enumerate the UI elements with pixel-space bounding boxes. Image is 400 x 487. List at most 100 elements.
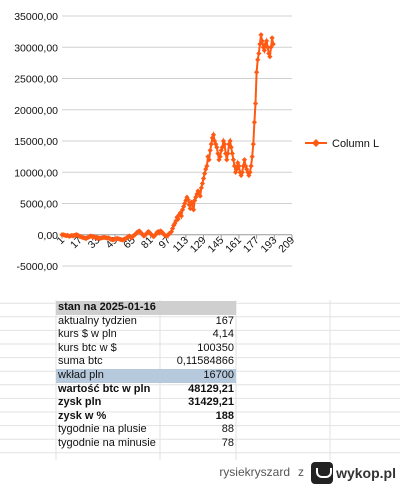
row-label: wkład pln (56, 368, 169, 383)
table-row: tygodnie na minusie 78 (56, 437, 236, 451)
data-point-marker (178, 213, 185, 219)
y-gridlines (62, 15, 292, 267)
data-point-marker (259, 38, 265, 44)
data-point-marker (198, 185, 204, 191)
row-label: suma btc (58, 355, 103, 368)
data-point-marker (239, 169, 245, 175)
legend-label: Column L (332, 138, 379, 150)
table-row: tygodnie na plusie 88 (56, 423, 236, 437)
row-value: 48129,21 (188, 382, 234, 395)
y-tick-label: -5000,00 (17, 261, 59, 273)
y-tick-label: 20000,00 (14, 105, 58, 117)
data-point-marker (228, 144, 234, 150)
data-point-marker (210, 132, 217, 138)
y-tick-label: 30000,00 (14, 42, 58, 54)
footer-z: z (298, 465, 304, 479)
data-point-marker (196, 189, 202, 195)
data-point-marker (268, 44, 274, 50)
data-point-marker (257, 41, 263, 47)
data-point-marker (254, 69, 260, 75)
wykop-logo-icon (311, 462, 334, 484)
row-label: zysk pln (58, 396, 102, 409)
data-point-marker (204, 163, 210, 169)
data-point-marker (185, 197, 191, 203)
y-tick-label: 25000,00 (14, 74, 58, 86)
data-point-marker (214, 144, 220, 150)
data-point-marker (266, 50, 272, 57)
series-column-l (59, 32, 276, 243)
table-row: zysk w % 188 (56, 410, 236, 424)
data-point-marker (199, 180, 206, 187)
data-point-marker (197, 193, 203, 199)
row-label: kurs btc w $ (58, 341, 117, 354)
row-label: kurs $ w pln (58, 328, 117, 341)
data-point-marker (250, 141, 256, 147)
row-value: 167 (215, 314, 234, 327)
data-point-marker (189, 201, 196, 207)
data-point-marker (208, 141, 214, 147)
data-point-marker (258, 32, 264, 38)
data-point-marker (236, 163, 242, 169)
data-point-marker (230, 157, 236, 163)
data-point-marker (270, 41, 276, 47)
table-header-cell: stan na 2025-01-16 (56, 301, 236, 315)
data-point-marker (175, 216, 181, 222)
y-tick-labels: 35000,00 30000,00 25000,00 20000,00 15000,00… (14, 11, 58, 273)
table-row-highlighted: wkład pln 16700 (56, 368, 236, 383)
wykop-logo[interactable]: wykop.pl (311, 461, 396, 485)
row-label: tygodnie na minusie (58, 436, 156, 449)
table-row: kurs btc w $ 100350 (56, 342, 236, 356)
data-point-marker (241, 157, 248, 163)
row-label: wartość btc w pln (58, 382, 151, 395)
row-value: 4,14 (212, 328, 234, 341)
table-header-row: stan na 2025-01-16 (56, 301, 236, 315)
data-point-marker (247, 169, 253, 175)
y-tick-label: 15000,00 (14, 136, 58, 148)
data-point-marker (202, 170, 208, 177)
data-point-marker (261, 47, 267, 53)
data-point-marker (263, 38, 270, 44)
data-point-marker (269, 35, 275, 41)
stats-table: stan na 2025-01-16 aktualny tydzien 167 k… (56, 301, 236, 451)
data-point-marker (229, 150, 235, 157)
line-chart: 35000,00 30000,00 25000,00 20000,00 15000,00… (14, 11, 380, 273)
row-label: tygodnie na plusie (58, 423, 147, 436)
data-point-marker (206, 157, 212, 163)
data-point-marker (267, 54, 273, 60)
legend-marker (312, 139, 320, 147)
data-point-marker (252, 100, 259, 107)
table-row: kurs $ w pln 4,14 (56, 328, 236, 342)
data-point-marker (215, 150, 221, 157)
data-point-marker (231, 163, 238, 169)
row-value: 188 (215, 409, 234, 422)
row-value: 16700 (168, 368, 236, 383)
y-tick-label: 0,00 (38, 230, 59, 242)
data-point-marker (249, 154, 255, 160)
data-point-marker (255, 57, 261, 63)
data-point-marker (224, 157, 230, 163)
data-point-marker (248, 163, 254, 169)
data-point-marker (217, 154, 223, 160)
table-row: aktualny tydzien 167 (56, 315, 236, 329)
table-row: suma btc 0,11584866 (56, 355, 236, 369)
row-value: 100350 (197, 341, 234, 354)
data-point-marker (200, 175, 207, 182)
row-value: 0,11584866 (176, 355, 234, 368)
data-point-marker (234, 166, 240, 172)
wykop-logo-text: wykop.pl (336, 465, 396, 481)
table-row: wartość btc w pln 48129,21 (56, 383, 236, 397)
row-label: zysk w % (58, 409, 107, 422)
data-point-marker (190, 207, 197, 213)
data-point-marker (256, 50, 262, 57)
y-tick-label: 5000,00 (20, 199, 58, 211)
data-point-marker (227, 138, 233, 144)
y-tick-label: 35000,00 (14, 11, 58, 23)
data-point-marker (265, 44, 271, 50)
legend: Column L (305, 138, 379, 150)
row-value: 31429,21 (188, 396, 234, 409)
row-label: aktualny tydzien (58, 314, 137, 327)
username-link[interactable]: rysiekryszard (219, 465, 290, 479)
footer-bar: rysiekryszard z wykop.pl (0, 460, 400, 487)
row-value: 78 (221, 436, 234, 449)
data-point-marker (219, 144, 225, 150)
